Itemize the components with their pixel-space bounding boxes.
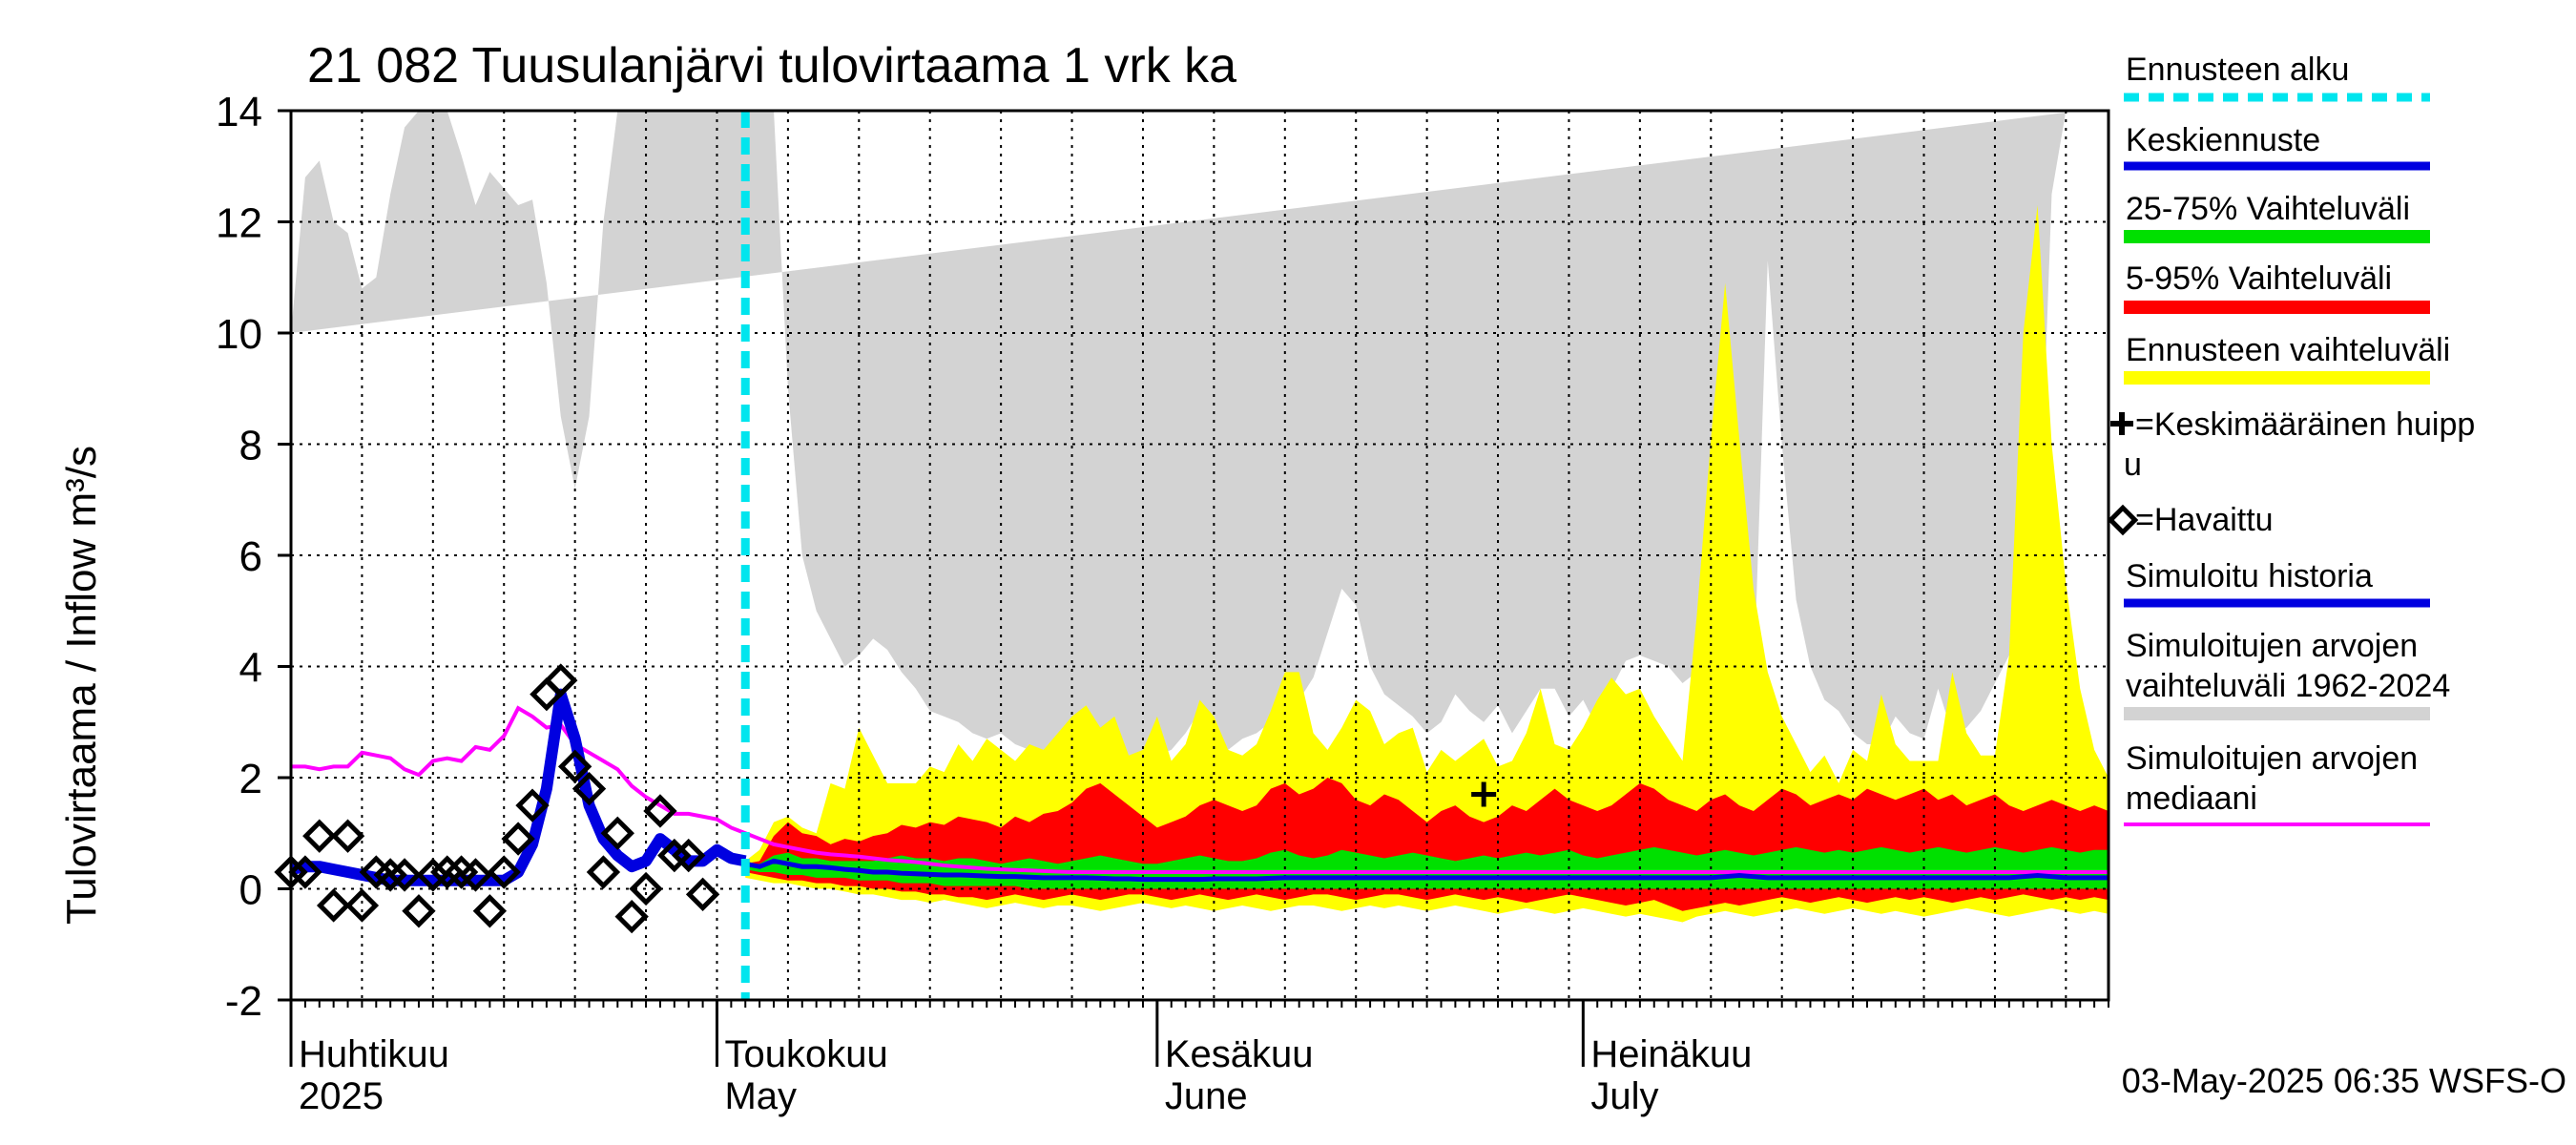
- legend-label-sim-range: Simuloitujen arvojen vaihteluväli 1962-2…: [2126, 628, 2450, 704]
- observed-point: [302, 819, 337, 853]
- legend-label-sim-range-line2: vaihteluväli 1962-2024: [2126, 668, 2450, 704]
- x-month-sublabel: June: [1165, 1075, 1248, 1117]
- x-month-label: Huhtikuu: [299, 1033, 449, 1075]
- observed-point: [614, 899, 649, 934]
- y-tick-label: 2: [239, 756, 262, 802]
- observed-point: [487, 855, 521, 889]
- observed-point: [685, 877, 720, 912]
- legend-label-sim-range-line1: Simuloitujen arvojen: [2126, 628, 2418, 664]
- observed-point: [515, 788, 550, 822]
- x-month-sublabel: May: [724, 1075, 797, 1117]
- chart-title: 21 082 Tuusulanjärvi tulovirtaama 1 vrk …: [307, 38, 1236, 94]
- sim-range-band: [291, 111, 2081, 767]
- legend-label-p25-75: 25-75% Vaihteluväli: [2126, 191, 2410, 227]
- legend-label-sim-median-line2: mediaani: [2126, 781, 2257, 817]
- observed-point: [600, 816, 634, 850]
- sim-median-line: [291, 705, 2109, 875]
- x-month-label: Toukokuu: [724, 1033, 887, 1075]
- observed-point: [344, 888, 380, 923]
- legend-label-observed: =Havaittu: [2135, 502, 2274, 538]
- legend: Ennusteen alku Keskiennuste 25-75% Vaiht…: [2107, 52, 2484, 826]
- x-month-sublabel: 2025: [299, 1075, 384, 1117]
- legend-label-mean-peak-line1: =Keskimääräinen huipp: [2135, 406, 2475, 443]
- x-month-label: Heinäkuu: [1590, 1033, 1752, 1075]
- legend-label-p5-95: 5-95% Vaihteluväli: [2126, 260, 2392, 297]
- observed-point: [501, 822, 535, 856]
- observed-point: [387, 858, 422, 892]
- observed-point: [571, 771, 607, 806]
- legend-label-mean-peak-line2: u: [2124, 447, 2142, 483]
- y-tick-label: 0: [239, 867, 262, 914]
- observed-point: [557, 749, 592, 784]
- observed-point: [402, 894, 436, 928]
- y-tick-label: 14: [216, 89, 262, 135]
- forecast-range-band: [745, 205, 2109, 923]
- mean-forecast-line: [744, 858, 2109, 883]
- observed-point: [672, 838, 706, 873]
- legend-label-forecast-start: Ennusteen alku: [2126, 52, 2349, 88]
- observed-point: [330, 819, 365, 853]
- y-tick-label: -2: [225, 978, 262, 1025]
- y-tick-label: 4: [239, 645, 262, 692]
- observed-point: [472, 894, 508, 928]
- y-tick-label: 8: [239, 423, 262, 469]
- observed-point: [586, 855, 621, 889]
- y-tick-label: 6: [239, 533, 262, 580]
- footer-timestamp: 03-May-2025 06:35 WSFS-O: [2122, 1061, 2566, 1100]
- y-tick-label: 10: [216, 311, 262, 358]
- legend-label-mean-forecast: Keskiennuste: [2126, 122, 2320, 158]
- legend-label-mean-peak: =Keskimääräinen huipp u: [2124, 406, 2484, 483]
- x-month-label: Kesäkuu: [1165, 1033, 1314, 1075]
- legend-plus-icon: [2110, 412, 2133, 435]
- legend-label-sim-median: Simuloitujen arvojen mediaani: [2126, 740, 2427, 817]
- y-axis-label: Tulovirtaama / Inflow m³/s: [58, 446, 105, 925]
- legend-label-sim-median-line1: Simuloitujen arvojen: [2126, 740, 2418, 777]
- legend-label-sim-history: Simuloitu historia: [2126, 558, 2373, 594]
- y-tick-label: 12: [216, 200, 262, 247]
- observed-point: [629, 871, 663, 906]
- observed-point: [288, 855, 322, 889]
- x-month-sublabel: July: [1590, 1075, 1658, 1117]
- observed-point: [458, 858, 493, 892]
- observed-point: [316, 888, 351, 923]
- legend-diamond-icon: [2107, 504, 2139, 536]
- observed-point: [643, 794, 677, 828]
- mean-peak-marker: [1471, 781, 1497, 807]
- legend-label-forecast-range: Ennusteen vaihteluväli: [2126, 332, 2450, 368]
- observed-point: [544, 663, 578, 697]
